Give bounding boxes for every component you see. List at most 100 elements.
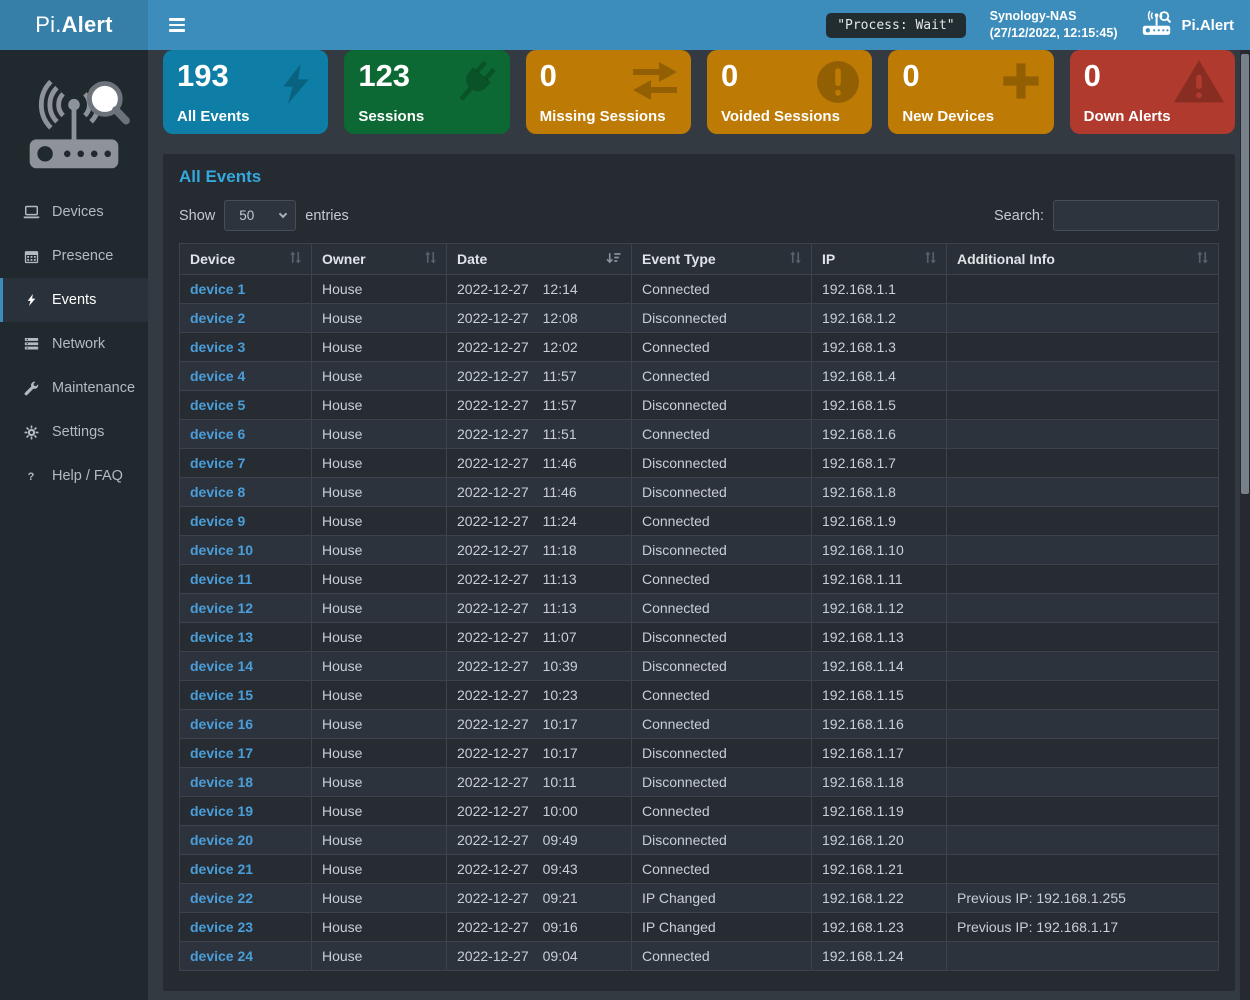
date-cell: 2022-12-27 09:21 xyxy=(446,883,632,913)
additional-info-cell xyxy=(946,506,1219,536)
event-type-cell: Disconnected xyxy=(631,303,812,333)
device-link[interactable]: device 21 xyxy=(190,860,254,877)
ip-cell: 192.168.1.6 xyxy=(811,419,947,449)
card-voided-sessions[interactable]: 0 Voided Sessions xyxy=(706,50,873,134)
device-link[interactable]: device 16 xyxy=(190,715,254,732)
device-link[interactable]: device 20 xyxy=(190,831,254,848)
device-link[interactable]: device 3 xyxy=(190,338,246,355)
event-type-cell: Connected xyxy=(631,680,812,710)
device-link[interactable]: device 13 xyxy=(190,628,254,645)
panel-title: All Events xyxy=(179,167,262,186)
device-link[interactable]: device 24 xyxy=(190,947,254,964)
entries-label: entries xyxy=(305,207,349,224)
sidebar-item-events[interactable]: Events xyxy=(0,278,148,322)
device-link[interactable]: device 11 xyxy=(190,570,253,587)
table-row: device 2 House 2022-12-27 12:08 Disconnec… xyxy=(179,303,1219,333)
additional-info-cell xyxy=(946,767,1219,797)
column-header-owner[interactable]: Owner xyxy=(311,243,447,275)
sidebar-item-presence[interactable]: Presence xyxy=(0,234,148,278)
event-type-cell: Connected xyxy=(631,564,812,594)
device-link[interactable]: device 1 xyxy=(190,280,246,297)
device-link[interactable]: device 8 xyxy=(190,483,246,500)
date-cell: 2022-12-27 09:49 xyxy=(446,825,632,855)
column-header-event-type[interactable]: Event Type xyxy=(631,243,812,275)
device-link[interactable]: device 17 xyxy=(190,744,254,761)
event-type-cell: Connected xyxy=(631,709,812,739)
sort-icon xyxy=(1197,251,1208,267)
search-input[interactable] xyxy=(1053,200,1219,231)
device-link[interactable]: device 15 xyxy=(190,686,254,703)
device-link[interactable]: device 4 xyxy=(190,367,246,384)
table-row: device 11 House 2022-12-27 11:13 Connecte… xyxy=(179,564,1219,594)
ip-cell: 192.168.1.14 xyxy=(811,651,947,681)
date-cell: 2022-12-27 12:08 xyxy=(446,303,632,333)
date-cell: 2022-12-27 11:51 xyxy=(446,419,632,449)
user-menu[interactable]: Pi.Alert xyxy=(1141,10,1234,40)
device-link[interactable]: device 19 xyxy=(190,802,254,819)
date-cell: 2022-12-27 11:13 xyxy=(446,564,632,594)
card-all-events[interactable]: 193 All Events xyxy=(163,50,329,134)
date-cell: 2022-12-27 10:17 xyxy=(446,709,632,739)
sidebar-toggle-icon[interactable] xyxy=(165,12,189,37)
device-link[interactable]: device 5 xyxy=(190,396,246,413)
table-row: device 8 House 2022-12-27 11:46 Disconnec… xyxy=(179,477,1219,507)
column-header-additional-info[interactable]: Additional Info xyxy=(946,243,1219,275)
event-type-cell: Disconnected xyxy=(631,448,812,478)
device-link[interactable]: device 6 xyxy=(190,425,246,442)
additional-info-cell xyxy=(946,593,1219,623)
sidebar-item-devices[interactable]: Devices xyxy=(0,190,148,234)
laptop-icon xyxy=(22,205,40,220)
brand-logo[interactable]: Pi. Alert xyxy=(0,0,148,50)
column-header-date[interactable]: Date xyxy=(446,243,632,275)
chevron-down-icon xyxy=(279,209,288,219)
additional-info-cell xyxy=(946,390,1219,420)
card-sessions[interactable]: 123 Sessions xyxy=(344,50,510,134)
ip-cell: 192.168.1.20 xyxy=(811,825,947,855)
device-link[interactable]: device 7 xyxy=(190,454,246,471)
date-cell: 2022-12-27 11:24 xyxy=(446,506,632,536)
bolt-icon xyxy=(274,58,318,115)
vertical-scrollbar[interactable] xyxy=(1240,50,1250,1000)
table-row: device 24 House 2022-12-27 09:04 Connecte… xyxy=(179,941,1219,971)
event-type-cell: Connected xyxy=(631,274,812,304)
additional-info-cell xyxy=(946,274,1219,304)
table-row: device 1 House 2022-12-27 12:14 Connected… xyxy=(179,274,1219,304)
device-link[interactable]: device 9 xyxy=(190,512,246,529)
card-missing-sessions[interactable]: 0 Missing Sessions xyxy=(525,50,691,134)
date-cell: 2022-12-27 10:39 xyxy=(446,651,632,681)
table-row: device 18 House 2022-12-27 10:11 Disconne… xyxy=(179,767,1219,797)
column-header-device[interactable]: Device xyxy=(179,243,312,275)
device-link[interactable]: device 10 xyxy=(190,541,254,558)
gear-icon xyxy=(22,425,40,440)
owner-cell: House xyxy=(311,506,447,536)
device-link[interactable]: device 22 xyxy=(190,889,254,906)
calendar-icon xyxy=(22,249,40,264)
bolt-icon xyxy=(22,292,40,308)
page-length-select[interactable]: 50 xyxy=(224,200,297,231)
owner-cell: House xyxy=(311,303,447,333)
additional-info-cell xyxy=(946,825,1219,855)
sidebar-item-network[interactable]: Network xyxy=(0,322,148,366)
top-navbar: Pi. Alert "Process: Wait" Synology-NAS (2… xyxy=(0,0,1250,50)
owner-cell: House xyxy=(311,912,447,942)
scrollbar-thumb[interactable] xyxy=(1241,54,1249,494)
event-type-cell: Connected xyxy=(631,854,812,884)
device-link[interactable]: device 12 xyxy=(190,599,254,616)
device-link[interactable]: device 2 xyxy=(190,309,246,326)
card-down-alerts[interactable]: 0 Down Alerts xyxy=(1069,50,1235,134)
device-link[interactable]: device 23 xyxy=(190,918,254,935)
sidebar-item-maintenance[interactable]: Maintenance xyxy=(0,366,148,410)
card-new-devices[interactable]: 0 New Devices xyxy=(888,50,1054,134)
column-header-ip[interactable]: IP xyxy=(811,243,947,275)
sidebar-item-help-faq[interactable]: ? Help / FAQ xyxy=(0,454,148,498)
owner-cell: House xyxy=(311,477,447,507)
sidebar-item-settings[interactable]: Settings xyxy=(0,410,148,454)
device-link[interactable]: device 18 xyxy=(190,773,254,790)
table-row: device 13 House 2022-12-27 11:07 Disconne… xyxy=(179,622,1219,652)
plug-icon xyxy=(450,58,500,113)
table-row: device 16 House 2022-12-27 10:17 Connecte… xyxy=(179,709,1219,739)
device-link[interactable]: device 14 xyxy=(190,657,254,674)
table-row: device 19 House 2022-12-27 10:00 Connecte… xyxy=(179,796,1219,826)
host-timestamp: (27/12/2022, 12:15:45) xyxy=(989,26,1118,40)
brand-prefix: Pi. xyxy=(35,12,62,37)
